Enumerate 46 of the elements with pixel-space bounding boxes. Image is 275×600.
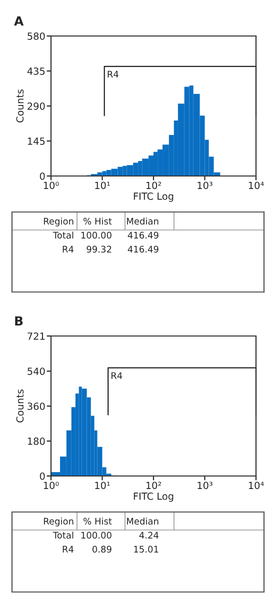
y-tick-label: 580 (28, 32, 45, 40)
text: 100.00 (81, 532, 112, 539)
x-tick-label: 10² (146, 182, 162, 190)
text: 0.89 (92, 546, 112, 553)
text: 416.49 (128, 232, 158, 239)
y-tick-label: 180 (28, 438, 45, 445)
y-tick-label: 0 (40, 472, 45, 480)
chart-title: B (15, 316, 23, 326)
text: 416.49 (128, 246, 158, 253)
y-tick-label: 290 (28, 102, 45, 110)
text: 4.24 (139, 532, 158, 538)
text: Median (127, 218, 158, 225)
text: R4 (62, 546, 74, 552)
y-axis-title: Counts (16, 90, 24, 122)
text: Region (44, 218, 74, 226)
text: 100.00 (81, 232, 112, 239)
text: R4 (62, 246, 74, 252)
y-tick-label: 721 (28, 332, 45, 340)
x-tick-label: 10¹ (95, 182, 110, 190)
text: Region (44, 518, 74, 526)
y-tick-label: 145 (28, 138, 45, 145)
x-tick-label: 10⁰ (44, 482, 59, 490)
y-tick-label: 540 (28, 368, 45, 375)
x-axis-title: FITC Log (134, 492, 174, 502)
x-axis-title: FITC Log (134, 192, 174, 202)
series-label: R4 (112, 372, 122, 379)
text: Total (52, 232, 74, 239)
x-tick-label: 10² (146, 482, 162, 490)
text: Total (52, 532, 74, 539)
text: 15.01 (134, 546, 158, 553)
x-tick-label: 10³ (198, 182, 212, 190)
series-label: R4 (108, 70, 118, 78)
text: % Hist (84, 518, 112, 525)
text: 99.32 (86, 246, 112, 253)
text: % Hist (84, 218, 112, 225)
text: Median (127, 518, 158, 525)
x-tick-label: 10¹ (95, 482, 110, 490)
x-tick-label: 10³ (198, 482, 212, 490)
chart-title: A (14, 16, 24, 26)
x-tick-label: 10⁴ (248, 182, 264, 190)
y-tick-label: 360 (28, 402, 45, 410)
y-tick-label: 435 (27, 67, 45, 75)
x-tick-label: 10⁰ (44, 182, 59, 190)
y-axis-title: Counts (16, 390, 24, 422)
x-tick-label: 10⁴ (248, 482, 264, 490)
y-tick-label: 0 (40, 172, 45, 180)
